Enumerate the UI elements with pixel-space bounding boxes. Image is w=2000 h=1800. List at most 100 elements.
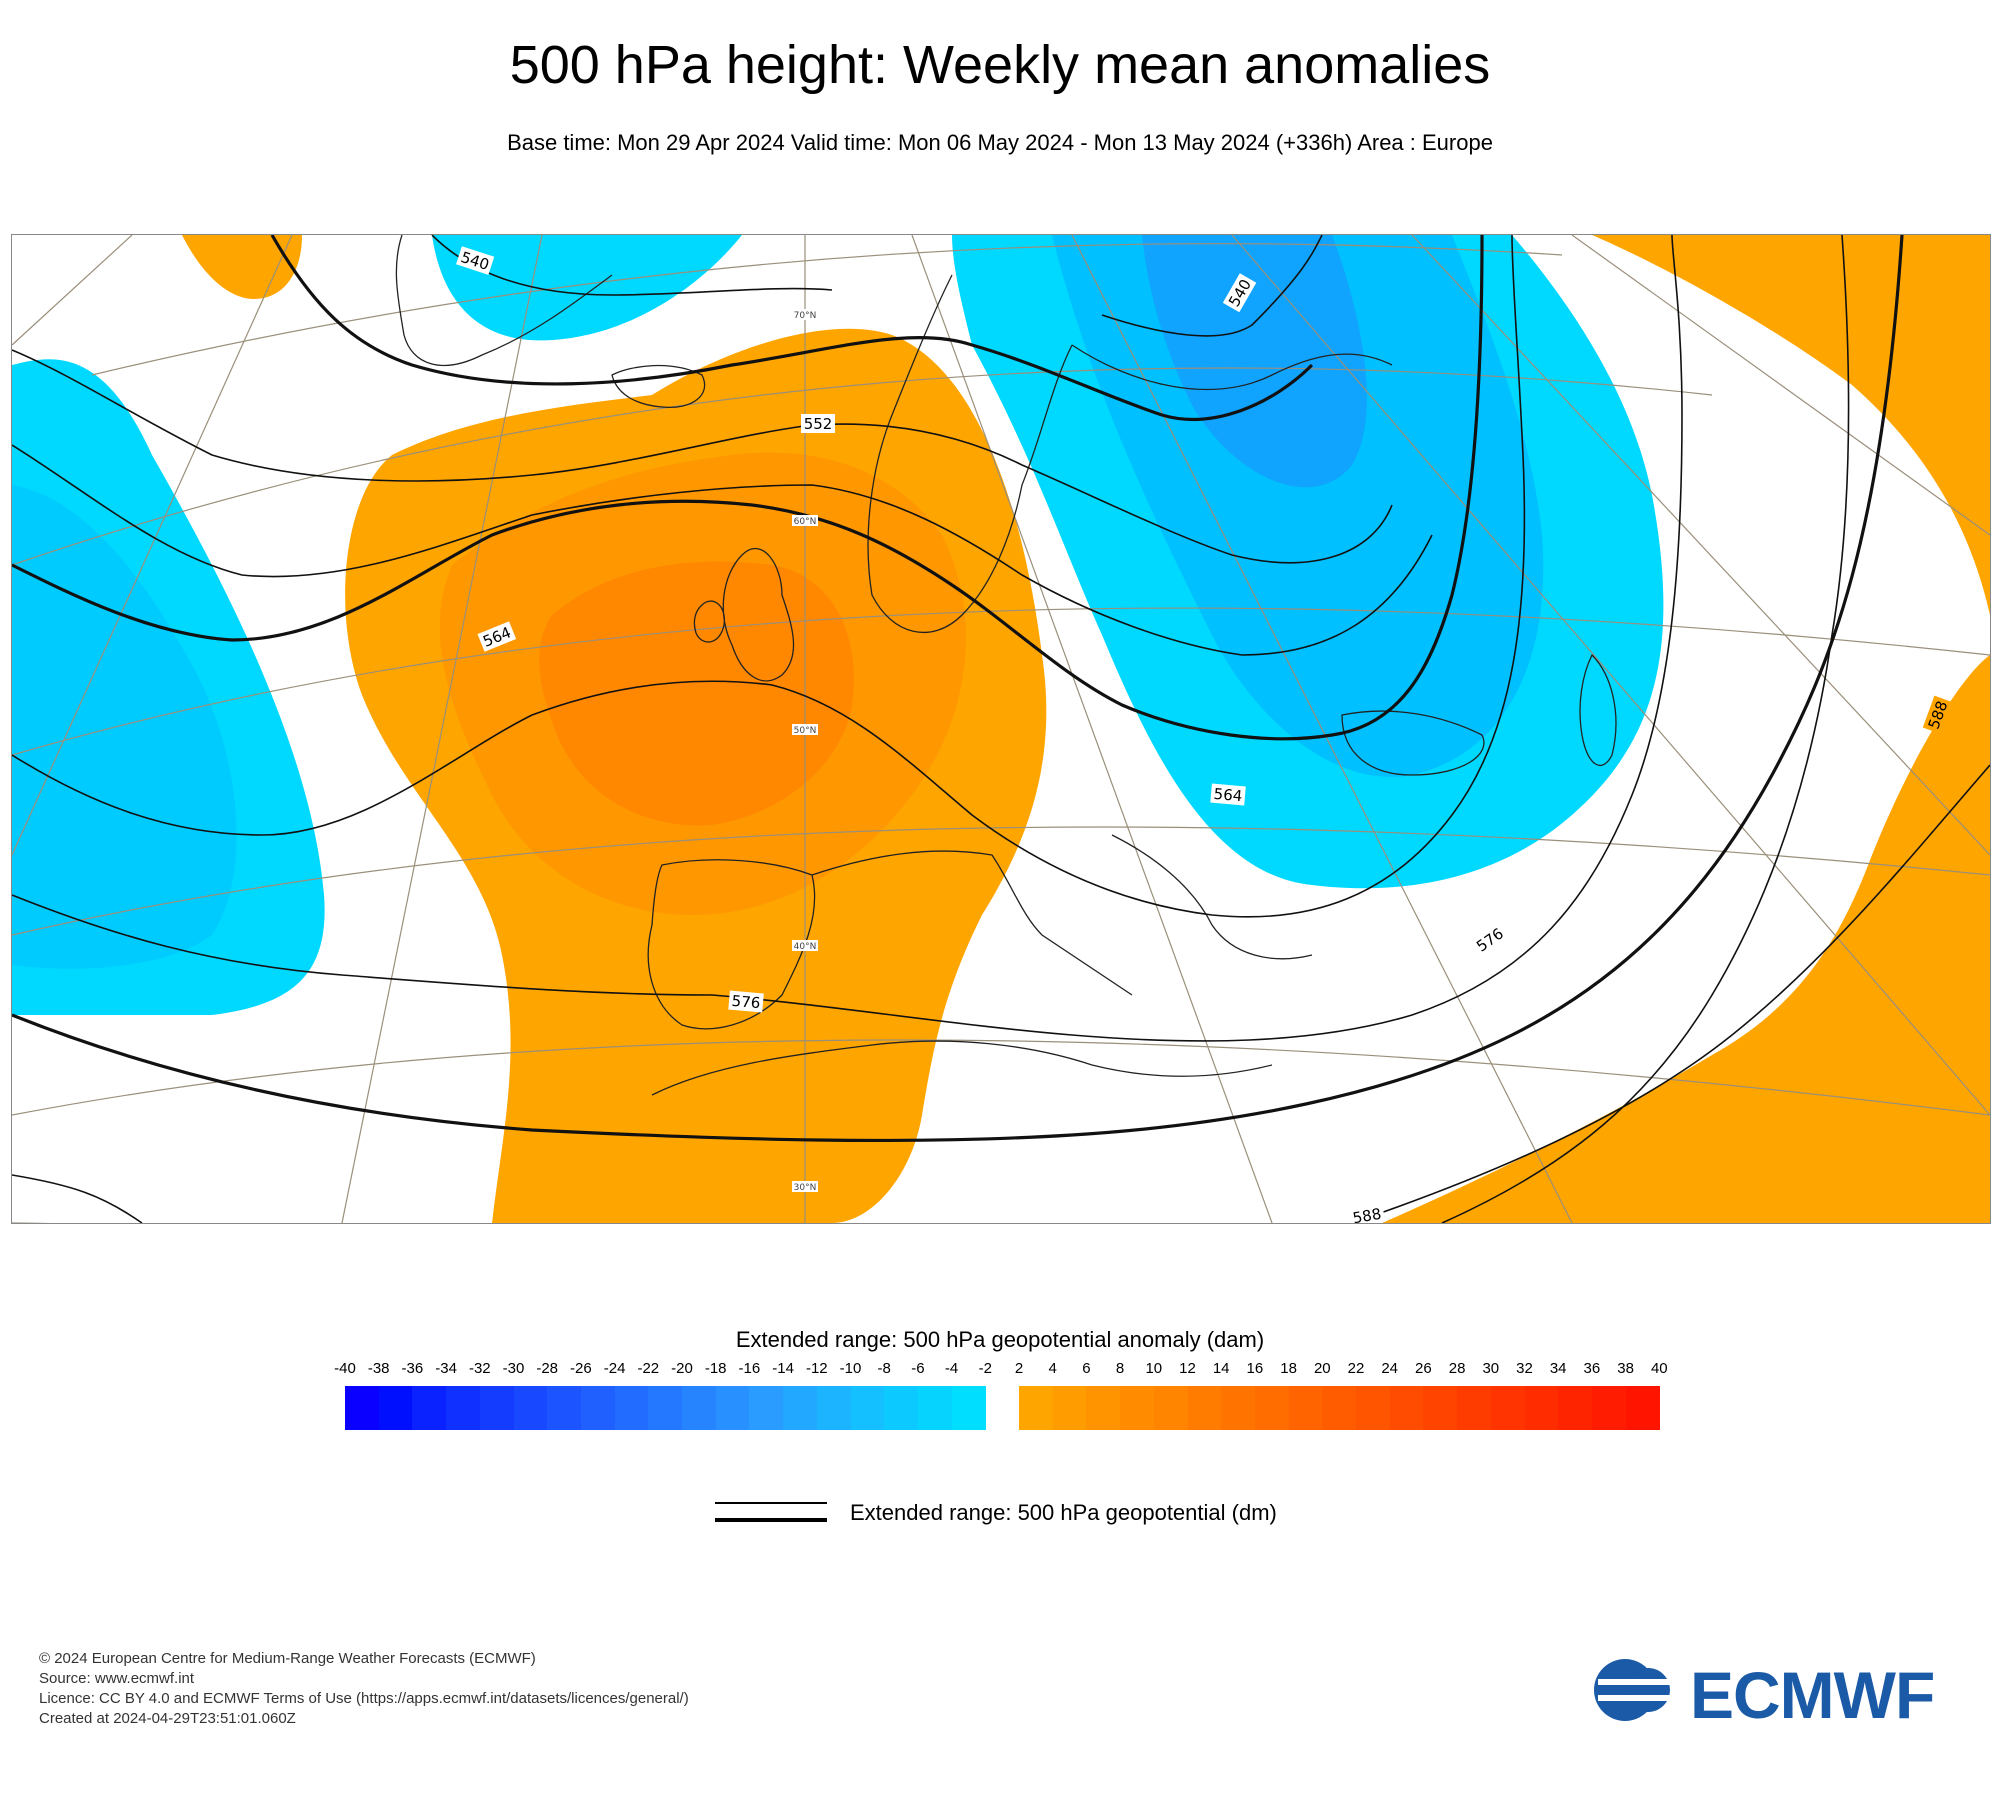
legend-swatch-positive — [1153, 1386, 1189, 1430]
color-legend: -40 -38 -36 -34 -32 -30 -28 -26 -24 -22 -20 -18 -16-… — [0, 1360, 2000, 1440]
legend-tick: 30 — [1482, 1360, 1500, 1377]
contour-552 — [12, 349, 1393, 564]
contour-576 — [12, 235, 1683, 1042]
chart-title: 500 hPa height: Weekly mean anomalies — [509, 35, 1491, 95]
latitude-labels: 70°N 60°N 50°N 40°N 30°N — [792, 309, 818, 1193]
ecmwf-logo-icon — [1594, 1659, 1678, 1721]
legend-tick: 32 — [1516, 1360, 1533, 1377]
legend-swatch-positive — [1187, 1386, 1222, 1430]
legend-tick: -40 — [334, 1360, 356, 1377]
legend-tick: -10 — [839, 1360, 862, 1377]
legend-swatch-positive — [1524, 1386, 1559, 1430]
positive-anomaly-east — [1382, 235, 1990, 1223]
legend-tick: 22 — [1347, 1360, 1365, 1377]
legend-swatch-positive — [1625, 1386, 1660, 1430]
legend-swatch-negative — [951, 1386, 986, 1430]
footer: © 2024 European Centre for Medium-Range … — [39, 1649, 689, 1729]
contour-564 — [12, 235, 1484, 741]
legend-tick: -18 — [704, 1360, 727, 1377]
legend-swatch-negative — [345, 1386, 380, 1430]
lat-label-50: 50°N — [794, 726, 817, 736]
greenland-coast — [395, 235, 613, 367]
anomaly-fill — [12, 235, 1990, 1223]
legend-swatch-positive — [1288, 1386, 1323, 1430]
mediterranean-coast — [811, 834, 1313, 996]
lat-label-30: 30°N — [794, 1183, 817, 1193]
map-panel[interactable]: 540 540 552 564 564 576 — [11, 234, 1991, 1224]
legend-swatch-negative — [884, 1386, 919, 1430]
legend-tick: 26 — [1415, 1360, 1432, 1377]
legend-tick: -24 — [603, 1360, 626, 1377]
legend-swatch-positive — [1423, 1386, 1458, 1430]
legend-tick: -28 — [536, 1360, 559, 1377]
legend-tick: 34 — [1549, 1360, 1567, 1377]
north-africa-coast — [651, 1040, 1273, 1096]
legend-swatch-positive — [1356, 1386, 1391, 1430]
legend-swatch-negative — [917, 1386, 953, 1430]
legend-swatch-positive — [1254, 1386, 1290, 1430]
contour-label: 564 — [1213, 785, 1243, 805]
legend-swatch-negative — [715, 1386, 750, 1430]
legend-tick: 2 — [1014, 1360, 1024, 1377]
legend-swatch-negative — [816, 1386, 852, 1430]
legend-swatch-positive — [1389, 1386, 1424, 1430]
legend-swatch-positive — [1019, 1386, 1054, 1430]
legend-tick: -26 — [570, 1360, 592, 1377]
legend-tick: -8 — [877, 1360, 891, 1377]
lat-label-70: 70°N — [794, 311, 817, 321]
footer-copyright: © 2024 European Centre for Medium-Range … — [39, 1650, 536, 1667]
contour-588-b — [1351, 764, 1990, 1223]
footer-created: Created at 2024-04-29T23:51:01.060Z — [39, 1710, 296, 1727]
anomaly-map: 540 540 552 564 564 576 — [12, 235, 1990, 1223]
lat-label-40: 40°N — [794, 942, 817, 952]
legend-tick: -12 — [805, 1360, 828, 1377]
line-legend-thick — [715, 1518, 827, 1522]
contour-label: 588 — [1351, 1205, 1382, 1223]
legend-tick: 14 — [1212, 1360, 1230, 1377]
legend-swatch-negative — [580, 1386, 616, 1430]
legend-swatch-negative — [749, 1386, 784, 1430]
legend-tick: -20 — [671, 1360, 693, 1377]
footer-licence: Licence: CC BY 4.0 and ECMWF Terms of Us… — [39, 1690, 689, 1707]
positive-anomaly-central-core — [539, 561, 854, 826]
contour-label: 552 — [804, 415, 833, 433]
legend-swatch-positive — [1086, 1386, 1121, 1430]
line-legend-label: Extended range: 500 hPa geopotential (dm… — [850, 1500, 1277, 1525]
legend-tick: 36 — [1583, 1360, 1601, 1377]
legend-tick: -16 — [738, 1360, 761, 1377]
height-contours — [12, 235, 1990, 1223]
footer-source: Source: www.ecmwf.int — [39, 1670, 195, 1687]
legend-swatch-positive — [1457, 1386, 1492, 1430]
iceland-coast — [611, 364, 706, 409]
legend-tick: -36 — [401, 1360, 424, 1377]
legend-swatch-positive — [1558, 1386, 1593, 1430]
legend-swatch-negative — [614, 1386, 649, 1430]
negative-anomaly-east-mid — [1052, 235, 1544, 777]
legend-swatch-positive — [1490, 1386, 1526, 1430]
legend-tick: 6 — [1082, 1360, 1091, 1377]
negative-anomaly-north — [432, 235, 742, 341]
legend-swatch-positive — [1052, 1386, 1087, 1430]
negative-anomaly-east-core — [1142, 235, 1367, 488]
legend-swatch-positive — [1120, 1386, 1155, 1430]
legend-title: Extended range: 500 hPa geopotential ano… — [735, 1327, 1265, 1352]
legend-tick: -6 — [911, 1360, 925, 1377]
legend-tick: -34 — [435, 1360, 457, 1377]
line-legend-thin — [715, 1502, 827, 1504]
chart-subtitle: Base time: Mon 29 Apr 2024 Valid time: M… — [507, 130, 1493, 155]
legend-swatch-negative — [648, 1386, 683, 1430]
lat-label-60: 60°N — [794, 517, 817, 527]
contour-582 — [12, 235, 1850, 1223]
legend-tick: -38 — [367, 1360, 390, 1377]
ecmwf-logo[interactable]: ECMWF — [1590, 1655, 1970, 1735]
legend-swatch-negative — [412, 1386, 447, 1430]
legend-tick: 16 — [1246, 1360, 1264, 1377]
black-sea-coast — [1341, 710, 1485, 776]
negative-anomaly-west-core — [12, 485, 237, 969]
legend-swatch-negative — [446, 1386, 481, 1430]
legend-swatch-negative — [682, 1386, 717, 1430]
line-legend-symbol — [715, 1498, 835, 1528]
legend-swatch-positive — [1322, 1386, 1357, 1430]
logo-text: ECMWF — [1690, 1658, 1935, 1732]
legend-tick: 24 — [1381, 1360, 1399, 1377]
